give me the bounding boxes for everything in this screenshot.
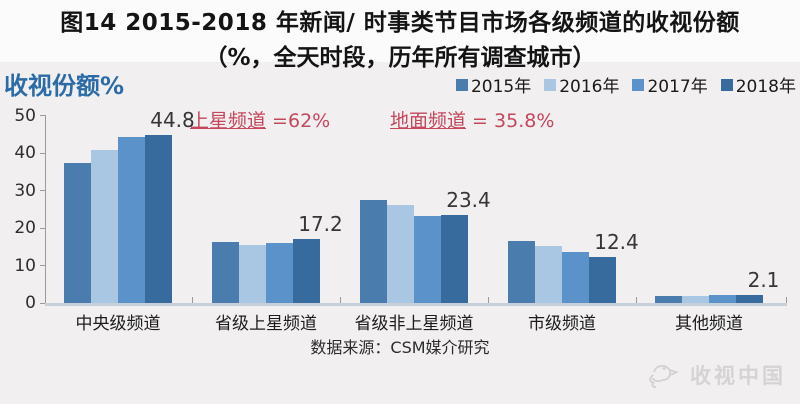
y-axis-tick-label: 50 bbox=[14, 105, 36, 126]
y-axis-line bbox=[45, 115, 46, 303]
y-axis-tick-label: 10 bbox=[14, 255, 36, 276]
bar-2016年-中央级频道 bbox=[91, 150, 118, 303]
category-label-省级非上星频道: 省级非上星频道 bbox=[354, 314, 474, 334]
value-label-省级上星频道: 17.2 bbox=[298, 211, 343, 236]
annotation-term: 地面频道 bbox=[390, 110, 467, 132]
bar-2017年-省级上星频道 bbox=[266, 243, 293, 303]
x-axis-tick bbox=[786, 297, 787, 303]
category-label-其他频道: 其他频道 bbox=[675, 314, 743, 334]
bar-2017年-市级频道 bbox=[562, 252, 589, 303]
category-label-市级频道: 市级频道 bbox=[528, 314, 596, 334]
y-axis-tick bbox=[40, 265, 45, 266]
y-axis-tick-label: 40 bbox=[14, 143, 36, 163]
y-axis-tick-label: 0 bbox=[25, 293, 36, 313]
value-label-市级频道: 12.4 bbox=[594, 229, 639, 254]
x-axis-tick bbox=[192, 297, 193, 303]
category-label-中央级频道: 中央级频道 bbox=[75, 314, 161, 334]
legend-label: 2015年 bbox=[470, 77, 532, 97]
legend-label: 2018年 bbox=[735, 77, 796, 97]
bar-2016年-市级频道 bbox=[535, 245, 562, 303]
annotation-地面频道: 地面频道 = 35.8% bbox=[390, 106, 554, 133]
chart-title: 图14 2015-2018 年新闻/ 时事类节目市场各级频道的收视份额 （%，全… bbox=[0, 0, 800, 71]
bar-2017年-中央级频道 bbox=[118, 136, 145, 303]
value-label-省级非上星频道: 23.4 bbox=[446, 188, 491, 213]
bar-2015年-省级上星频道 bbox=[212, 241, 239, 303]
y-axis-title: 收视份额% bbox=[4, 72, 125, 100]
annotation-value: = 35.8% bbox=[466, 110, 555, 132]
legend-swatch-icon bbox=[632, 78, 645, 91]
legend-label: 2017年 bbox=[647, 77, 708, 97]
y-axis-tick bbox=[40, 227, 45, 229]
annotation-term: 上星频道 bbox=[190, 110, 267, 132]
value-label-其他频道: 2.1 bbox=[747, 268, 780, 293]
annotation-上星频道: 上星频道 =62% bbox=[190, 106, 330, 133]
y-axis-tick bbox=[40, 190, 45, 191]
legend-swatch-icon bbox=[720, 78, 733, 91]
bar-2015年-市级频道 bbox=[508, 241, 535, 303]
y-axis-tick bbox=[40, 115, 45, 116]
bird-icon bbox=[646, 356, 682, 394]
bar-2018年-省级上星频道 bbox=[293, 238, 320, 303]
bar-2015年-省级非上星频道 bbox=[360, 199, 387, 303]
bar-2017年-其他频道 bbox=[709, 294, 736, 303]
legend-item-2015年: 2015年 bbox=[455, 72, 532, 97]
legend-item-2016年: 2016年 bbox=[544, 72, 619, 97]
legend-swatch-icon bbox=[544, 78, 557, 91]
y-axis-tick-label: 20 bbox=[14, 218, 36, 238]
legend-label: 2016年 bbox=[559, 77, 620, 97]
bar-2017年-省级非上星频道 bbox=[414, 216, 441, 303]
y-axis-tick-label: 30 bbox=[14, 180, 36, 201]
x-axis-tick bbox=[488, 297, 489, 303]
bar-2018年-省级非上星频道 bbox=[441, 215, 468, 303]
bar-2016年-省级上星频道 bbox=[239, 244, 266, 303]
legend-swatch-icon bbox=[455, 78, 468, 91]
bar-2016年-省级非上星频道 bbox=[387, 204, 414, 303]
bar-2018年-中央级频道 bbox=[145, 135, 172, 303]
legend-item-2017年: 2017年 bbox=[632, 72, 708, 97]
chart-title-line1: 图14 2015-2018 年新闻/ 时事类节目市场各级频道的收视份额 bbox=[60, 10, 740, 36]
annotation-value: =62% bbox=[266, 110, 331, 132]
chart-title-line2: （%，全天时段，历年所有调查城市） bbox=[204, 45, 596, 71]
legend-item-2018年: 2018年 bbox=[720, 72, 796, 97]
data-source: 数据来源：CSM媒介研究 bbox=[310, 338, 490, 357]
category-label-省级上星频道: 省级上星频道 bbox=[215, 314, 317, 334]
bar-2015年-中央级频道 bbox=[64, 162, 91, 303]
x-axis-line bbox=[45, 303, 787, 306]
bar-2015年-其他频道 bbox=[655, 295, 682, 303]
subheader: 收视份额% 2015年 2016年 2017年 2018年 bbox=[0, 64, 800, 100]
legend: 2015年 2016年 2017年 2018年 bbox=[455, 72, 796, 97]
watermark-logo: 收视中国 bbox=[646, 356, 786, 394]
bar-2018年-市级频道 bbox=[589, 256, 616, 303]
y-axis-tick bbox=[40, 302, 45, 304]
bar-2016年-其他频道 bbox=[682, 296, 709, 303]
x-axis-tick bbox=[635, 297, 637, 303]
watermark-text: 收视中国 bbox=[690, 364, 786, 388]
bar-2018年-其他频道 bbox=[736, 295, 763, 303]
y-axis-tick bbox=[40, 152, 45, 154]
x-axis-tick bbox=[340, 297, 341, 303]
value-label-中央级频道: 44.8 bbox=[150, 108, 195, 132]
plot-area: 0 10 20 30 40 50 中央级频道 省级上星频道 省级非上星频道 市级频道 其他频道 44.… bbox=[0, 100, 800, 340]
